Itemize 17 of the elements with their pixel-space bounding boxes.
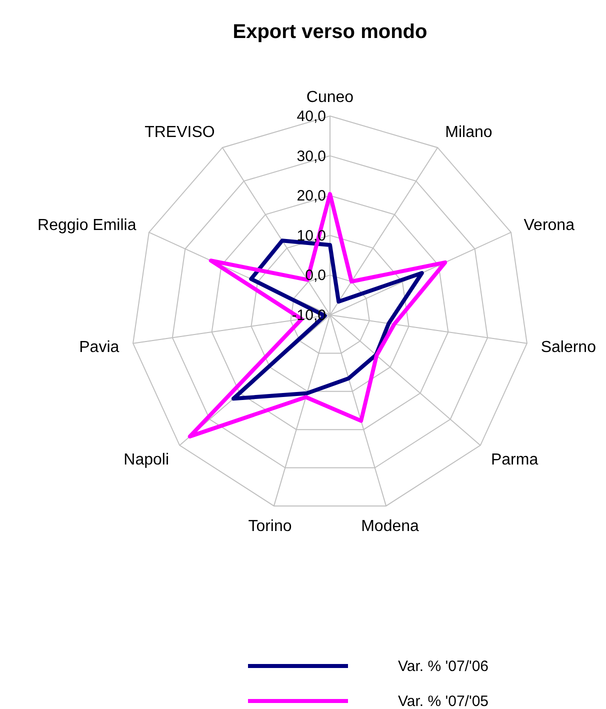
spoke-label: Pavia: [79, 339, 120, 356]
chart-title: Export verso mondo: [232, 21, 428, 43]
spoke-label: Milano: [445, 124, 492, 141]
spoke-label: Modena: [361, 518, 420, 536]
spoke-label: Verona: [524, 217, 575, 234]
spoke-label: Torino: [248, 518, 292, 536]
spoke-label: Salerno: [540, 339, 596, 356]
spoke-label: TREVISO: [144, 124, 215, 141]
spoke-label: Reggio Emilia: [38, 217, 136, 234]
spoke-label: Parma: [490, 451, 538, 468]
y-tick-label: 20,0: [296, 188, 326, 205]
text: Var. % '07/'05: [398, 693, 489, 709]
spoke-label: Napoli: [124, 451, 170, 468]
y-tick-label: 40,0: [296, 108, 326, 125]
y-tick-label: 30,0: [296, 148, 326, 165]
text: Var. % '07/'06: [398, 658, 489, 675]
spoke-label: Cuneo: [306, 89, 354, 106]
